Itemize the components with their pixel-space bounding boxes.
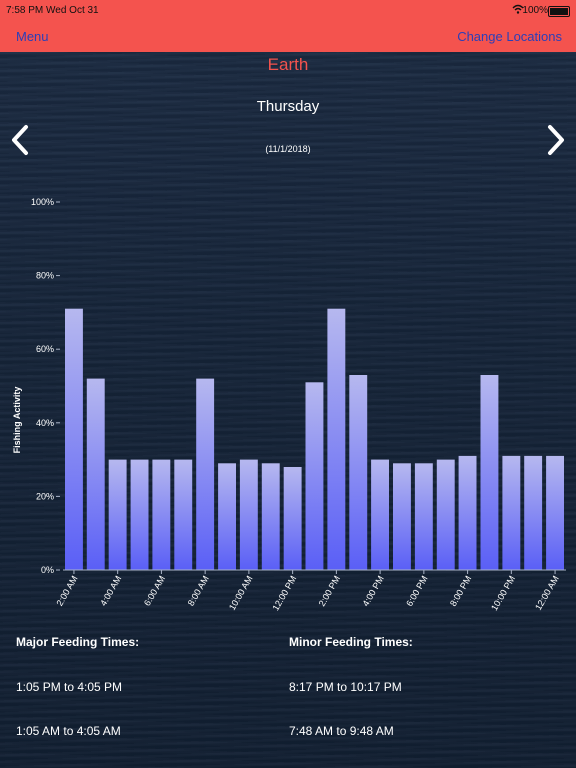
x-tick-label: 4:00 PM <box>360 574 385 608</box>
chart-bar <box>152 459 171 570</box>
chart-bar <box>86 378 105 570</box>
major-feeding-time-1: 1:05 PM to 4:05 PM <box>16 680 123 694</box>
chart-bar <box>524 455 543 570</box>
major-feeding-title: Major Feeding Times: <box>16 635 140 649</box>
x-tick-label: 12:00 PM <box>270 574 298 612</box>
battery-icon <box>548 6 570 17</box>
y-tick-label: 20% <box>36 491 54 501</box>
x-tick-label: 10:00 PM <box>489 574 517 612</box>
location-title: Earth <box>267 55 309 74</box>
x-tick-label: 4:00 AM <box>98 574 123 608</box>
chart-bar <box>371 459 389 570</box>
chart-bar <box>480 375 499 570</box>
chart-bar <box>393 463 411 570</box>
status-bar: 7:58 PM Wed Oct 31 100% <box>0 0 576 22</box>
chart-bar <box>196 378 215 570</box>
fishing-activity-chart: 0% 20% 40% 60% 80% 100% 2:00 AM 4:00 AM 6:00 AM… <box>12 197 566 612</box>
status-time: 7:58 PM <box>6 5 44 16</box>
chart-bar <box>174 459 193 570</box>
day-title: Thursday <box>256 98 320 115</box>
minor-feeding-time-2: 7:48 AM to 9:48 AM <box>289 724 394 738</box>
chart-bar <box>130 459 149 570</box>
chart-bar <box>65 308 83 570</box>
x-tick-label: 2:00 AM <box>54 574 79 608</box>
chart-bar <box>327 308 346 570</box>
chevron-left-icon[interactable] <box>8 122 32 158</box>
chart-bar <box>283 467 302 570</box>
status-date: Wed Oct 31 <box>46 5 99 16</box>
chart-bar <box>458 455 477 570</box>
chart-bar <box>502 455 521 570</box>
chart-bar <box>108 459 127 570</box>
x-tick-label: 10:00 AM <box>227 574 255 612</box>
minor-feeding-time-1: 8:17 PM to 10:17 PM <box>289 680 402 694</box>
chart-bar <box>261 463 280 570</box>
x-tick-label: 6:00 AM <box>142 574 167 608</box>
menu-button[interactable]: Menu <box>16 29 49 44</box>
chart-bar <box>546 455 564 570</box>
x-tick-label: 12:00 AM <box>533 574 561 612</box>
date-subtitle: (11/1/2018) <box>265 144 311 154</box>
chart-bar <box>436 459 455 570</box>
nav-bar: Menu Change Locations <box>0 22 576 52</box>
y-tick-label: 40% <box>36 418 54 428</box>
chart-bar <box>414 463 433 570</box>
x-tick-label: 8:00 PM <box>448 574 473 608</box>
minor-feeding-title: Minor Feeding Times: <box>289 635 413 649</box>
chart-bar <box>305 382 324 570</box>
y-tick-label: 60% <box>36 344 54 354</box>
y-tick-label: 100% <box>31 197 54 207</box>
chart-bar <box>239 459 258 570</box>
battery-percent: 100% <box>522 5 548 16</box>
x-tick-label: 6:00 PM <box>404 574 429 608</box>
chart-bar <box>218 463 236 570</box>
wifi-icon <box>512 4 524 14</box>
x-tick-label: 8:00 AM <box>186 574 211 608</box>
y-tick-label: 80% <box>36 271 54 281</box>
chevron-right-icon[interactable] <box>544 122 568 158</box>
x-tick-label: 2:00 PM <box>317 574 342 608</box>
chart-bar <box>349 375 368 570</box>
major-feeding-time-2: 1:05 AM to 4:05 AM <box>16 724 121 738</box>
change-locations-button[interactable]: Change Locations <box>457 29 562 44</box>
y-tick-label: 0% <box>41 565 54 575</box>
y-axis-label: Fishing Activity <box>12 387 22 454</box>
